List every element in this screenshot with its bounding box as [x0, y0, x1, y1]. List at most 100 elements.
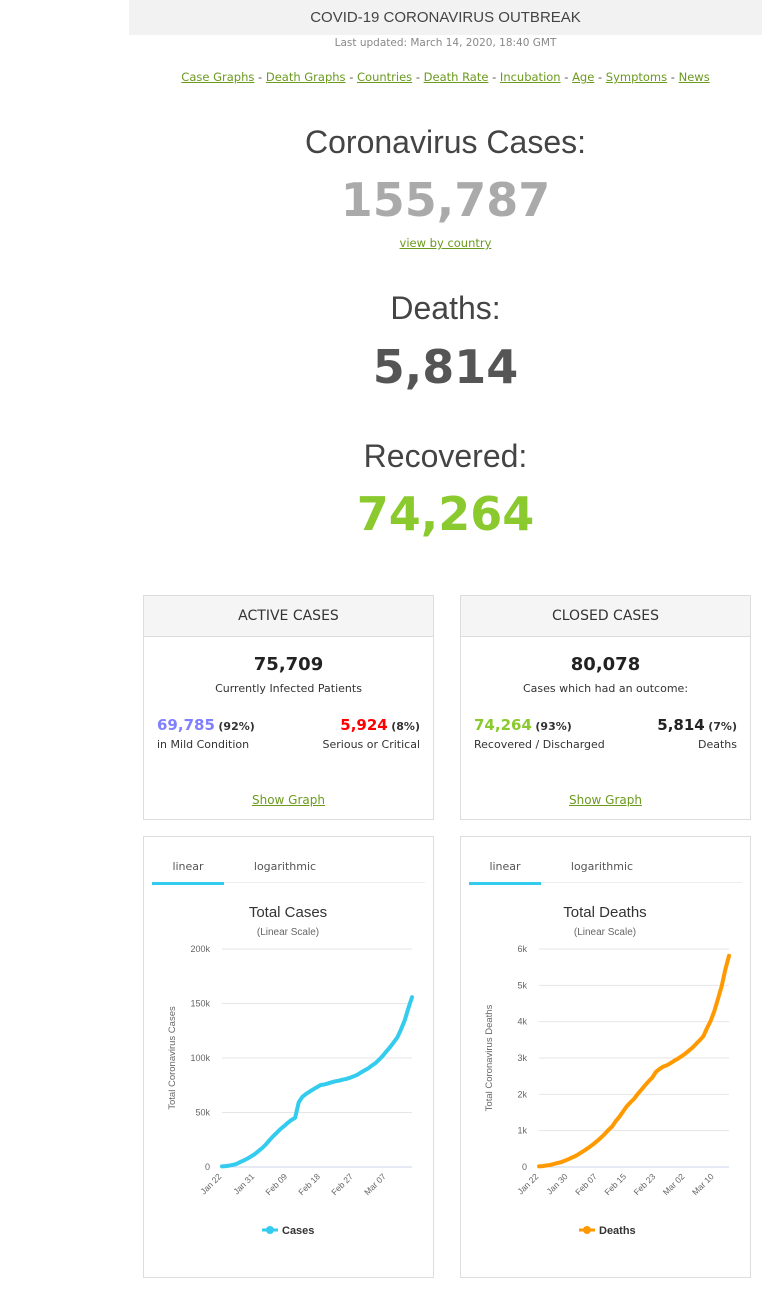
y-tick-label: 200k [190, 944, 210, 954]
y-tick-label: 0 [205, 1162, 210, 1172]
tab-logarithmic[interactable]: logarithmic [570, 860, 634, 873]
chart-subtitle: (Linear Scale) [257, 927, 319, 938]
active-cases-panel: ACTIVE CASES 75,709 Currently Infected P… [143, 595, 434, 820]
closed-cases-panel: CLOSED CASES 80,078 Cases which had an o… [460, 595, 751, 820]
critical-condition: 5,924 (8%) Serious or Critical [322, 716, 420, 751]
x-tick-label: Jan 22 [515, 1171, 540, 1196]
y-axis-label: Total Coronavirus Deaths [484, 1004, 495, 1111]
closed-deaths-label: Deaths [698, 738, 737, 751]
mild-pct: 92% [223, 720, 250, 733]
closed-recovered-value: 74,264 [474, 716, 532, 734]
closed-deaths-value: 5,814 [657, 716, 705, 734]
y-tick-label: 2k [517, 1089, 527, 1099]
y-tick-label: 100k [190, 1053, 210, 1063]
closed-show-graph-link[interactable]: Show Graph [568, 793, 642, 807]
view-by-country-link[interactable]: view by country [399, 236, 492, 250]
critical-label: Serious or Critical [322, 738, 420, 751]
nav-separator: - [560, 70, 573, 84]
nav-separator: - [412, 70, 424, 84]
legend-swatch-marker [583, 1226, 591, 1234]
closed-cases-label: Cases which had an outcome: [522, 682, 689, 695]
nav-link-death-rate[interactable]: Death Rate [423, 70, 489, 84]
mild-value: 69,785 [157, 716, 215, 734]
chart-legend: Deaths [579, 1225, 636, 1237]
tab-linear[interactable]: linear [469, 857, 541, 885]
y-axis-label: Total Coronavirus Cases [167, 1006, 178, 1110]
recovered-total: 74,264 [356, 487, 535, 541]
series-line [220, 995, 414, 1169]
x-tick-label: Mar 02 [661, 1171, 687, 1197]
closed-deaths-pct: 7% [713, 720, 732, 733]
active-cases-total: 75,709 [253, 654, 324, 675]
chart-title: Total Cases [249, 904, 327, 921]
nav-link-news[interactable]: News [678, 70, 710, 84]
chart-title: Total Deaths [563, 904, 646, 921]
closed-cases-title: CLOSED CASES [461, 596, 750, 637]
cases-total: 155,787 [340, 173, 551, 227]
cases-chart-box: linear logarithmic Total Cases (Linear Sc… [143, 836, 434, 1278]
y-tick-label: 4k [517, 1017, 527, 1027]
cases-heading: Coronavirus Cases: [305, 124, 586, 160]
active-cases-label: Currently Infected Patients [215, 682, 362, 695]
x-tick-label: Feb 07 [573, 1171, 599, 1197]
x-tick-label: Feb 23 [632, 1171, 658, 1197]
nav-separator: - [667, 70, 679, 84]
page-title: COVID-19 CORONAVIRUS OUTBREAK [310, 9, 581, 26]
x-tick-label: Mar 10 [690, 1171, 716, 1197]
recovered-discharged: 74,264 (93%) Recovered / Discharged [474, 716, 605, 751]
closed-deaths: 5,814 (7%) Deaths [657, 716, 737, 751]
x-tick-label: Feb 18 [296, 1171, 322, 1197]
x-tick-label: Feb 15 [602, 1171, 628, 1197]
nav-link-case-graphs[interactable]: Case Graphs [181, 70, 255, 84]
nav-separator: - [594, 70, 606, 84]
chart-legend: Cases [262, 1225, 314, 1237]
y-tick-label: 6k [517, 944, 527, 954]
closed-cases-total: 80,078 [570, 654, 641, 675]
closed-recovered-pct: 93% [540, 720, 567, 733]
chart-subtitle: (Linear Scale) [574, 927, 636, 938]
page-banner: COVID-19 CORONAVIRUS OUTBREAK [129, 0, 762, 35]
y-tick-label: 0 [522, 1162, 527, 1172]
nav-separator: - [345, 70, 358, 84]
closed-recovered-label: Recovered / Discharged [474, 738, 605, 751]
last-updated: Last updated: March 14, 2020, 18:40 GMT [334, 37, 557, 49]
tab-logarithmic[interactable]: logarithmic [253, 860, 317, 873]
legend-label: Deaths [599, 1225, 636, 1237]
cases-chart: Total Cases (Linear Scale) 0 50k 100k 150k 200… [167, 904, 414, 1237]
tab-linear[interactable]: linear [152, 857, 224, 885]
active-cases-title: ACTIVE CASES [144, 596, 433, 637]
legend-swatch-marker [266, 1226, 274, 1234]
nav-link-age[interactable]: Age [572, 70, 595, 84]
y-tick-label: 50k [195, 1108, 210, 1118]
critical-pct: 8% [396, 720, 415, 733]
nav-separator: - [488, 70, 500, 84]
nav-link-death-graphs[interactable]: Death Graphs [265, 70, 346, 84]
y-tick-label: 5k [517, 980, 527, 990]
nav-link-incubation[interactable]: Incubation [499, 70, 561, 84]
deaths-chart: Total Deaths (Linear Scale) 0 1k 2k 3k 4k 5k 6k T… [484, 904, 731, 1237]
deaths-chart-tabs: linear logarithmic [469, 857, 742, 885]
critical-value: 5,924 [340, 716, 388, 734]
nav-separator: - [254, 70, 266, 84]
x-tick-label: Feb 27 [329, 1171, 355, 1197]
legend-label: Cases [282, 1225, 314, 1237]
deaths-chart-box: linear logarithmic Total Deaths (Linear S… [460, 836, 751, 1278]
cases-chart-tabs: linear logarithmic [152, 857, 425, 885]
y-tick-label: 150k [190, 999, 210, 1009]
x-tick-label: Jan 30 [545, 1171, 570, 1196]
mild-label: in Mild Condition [157, 738, 250, 751]
x-tick-label: Feb 09 [263, 1171, 289, 1197]
y-tick-label: 1k [517, 1126, 527, 1136]
nav-links: Case Graphs - Death Graphs - Countries -… [129, 70, 762, 84]
deaths-heading: Deaths: [390, 290, 501, 326]
series-line [537, 953, 731, 1169]
deaths-total: 5,814 [372, 340, 519, 394]
active-show-graph-link[interactable]: Show Graph [251, 793, 325, 807]
x-tick-label: Jan 31 [231, 1171, 256, 1196]
nav-link-countries[interactable]: Countries [357, 70, 413, 84]
mild-condition: 69,785 (92%) in Mild Condition [157, 716, 255, 751]
y-tick-label: 3k [517, 1053, 527, 1063]
recovered-heading: Recovered: [363, 438, 528, 474]
nav-link-symptoms[interactable]: Symptoms [605, 70, 668, 84]
x-tick-label: Mar 07 [362, 1171, 388, 1197]
